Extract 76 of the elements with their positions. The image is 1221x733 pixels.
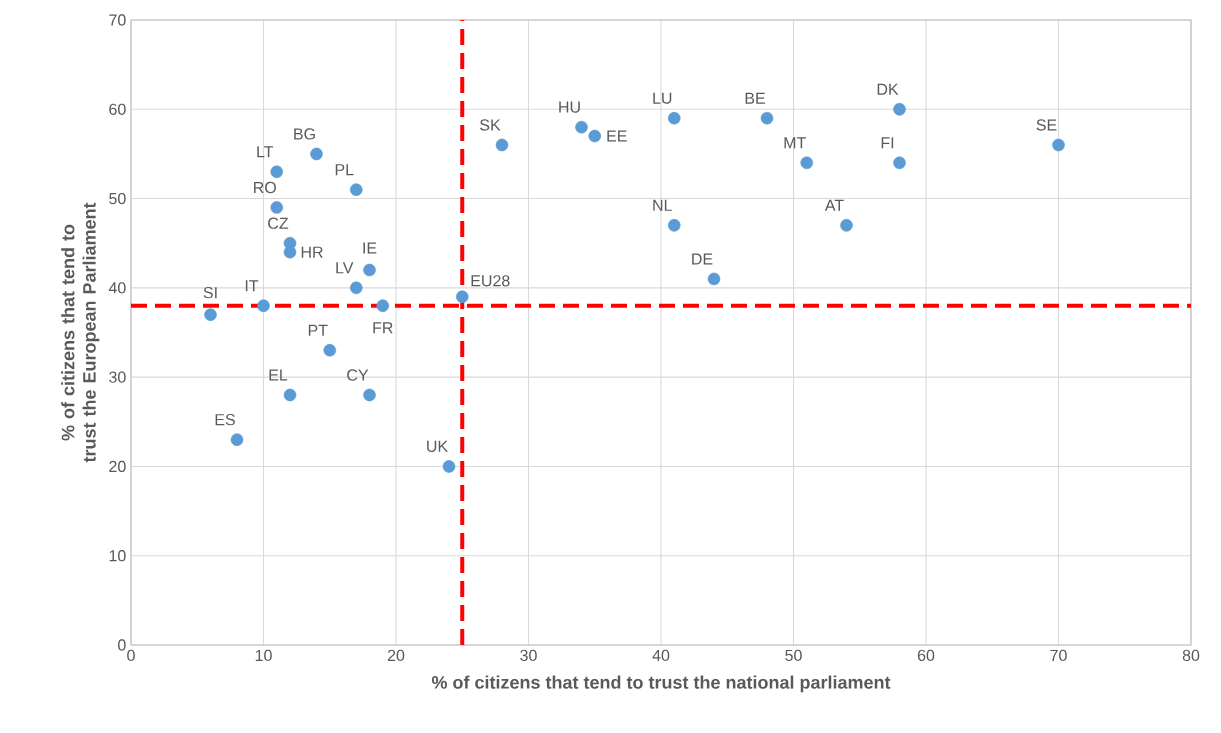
y-tick-label: 40 bbox=[108, 282, 126, 294]
annotation: EE bbox=[607, 130, 627, 142]
point bbox=[230, 433, 244, 446]
point bbox=[667, 219, 681, 232]
annotation: FI bbox=[881, 137, 894, 149]
x-tick-label: 50 bbox=[785, 649, 802, 662]
annotation: UK bbox=[427, 440, 448, 452]
y-tick-label: 10 bbox=[109, 550, 126, 562]
point bbox=[257, 299, 270, 312]
point bbox=[893, 103, 906, 116]
x-axis-title: % of citizens that tend to trust the national parliament bbox=[431, 675, 891, 693]
point bbox=[270, 165, 284, 179]
annotation: ES bbox=[215, 413, 235, 426]
annotation: NL bbox=[653, 199, 672, 211]
point bbox=[204, 308, 217, 321]
x-tick-label: 20 bbox=[387, 649, 405, 662]
y-tick-label: 70 bbox=[109, 14, 126, 26]
annotation: HU bbox=[559, 101, 580, 113]
annotation: BG bbox=[294, 128, 315, 140]
annotation: EU28 bbox=[471, 275, 510, 287]
x-tick-label: 10 bbox=[255, 649, 272, 662]
point bbox=[667, 111, 681, 125]
annotation: IT bbox=[245, 280, 259, 292]
y-tick-label: 20 bbox=[109, 460, 126, 473]
point bbox=[363, 388, 376, 402]
annotation: MT bbox=[784, 137, 806, 149]
annotation: PT bbox=[308, 324, 328, 336]
annotation: SE bbox=[1036, 119, 1057, 131]
annotation: BE bbox=[745, 92, 765, 104]
annotation: LV bbox=[336, 262, 354, 274]
point bbox=[310, 147, 323, 161]
annotation: AT bbox=[824, 199, 844, 211]
annotation: LT bbox=[257, 146, 274, 158]
annotation: IE bbox=[363, 242, 377, 254]
point bbox=[442, 460, 456, 473]
annotation: HR bbox=[301, 246, 323, 258]
x-tick-label: 70 bbox=[1050, 649, 1067, 662]
annotation: SK bbox=[480, 119, 501, 131]
annotation: SI bbox=[203, 286, 217, 299]
point bbox=[840, 219, 853, 232]
annotation: DK bbox=[877, 83, 899, 95]
point bbox=[800, 156, 814, 170]
point bbox=[707, 272, 721, 286]
point bbox=[1052, 138, 1065, 152]
point bbox=[349, 183, 363, 196]
point bbox=[349, 281, 363, 295]
point bbox=[575, 120, 588, 134]
y-tick-label: 30 bbox=[109, 371, 126, 383]
y-tick-label: 60 bbox=[109, 103, 126, 115]
x-tick-label: 60 bbox=[917, 649, 935, 662]
x-tick-label: 40 bbox=[652, 649, 670, 662]
point bbox=[588, 129, 602, 143]
point bbox=[363, 263, 376, 277]
x-tick-label: 0 bbox=[127, 649, 135, 662]
point bbox=[270, 201, 284, 214]
y-tick-label: 0 bbox=[118, 639, 126, 651]
x-tick-label: 80 bbox=[1182, 649, 1200, 662]
annotation: EL bbox=[269, 369, 288, 381]
annotation: CZ bbox=[268, 217, 289, 229]
annotation: FR bbox=[373, 322, 393, 334]
annotation: CY bbox=[347, 369, 369, 381]
point bbox=[455, 290, 469, 304]
point bbox=[323, 344, 337, 357]
annotation: PL bbox=[335, 164, 354, 176]
point bbox=[893, 156, 906, 170]
point bbox=[495, 138, 509, 152]
point bbox=[283, 236, 297, 250]
point bbox=[760, 111, 774, 125]
annotation: DE bbox=[692, 253, 713, 265]
point bbox=[283, 388, 297, 402]
y-tick-label: 50 bbox=[109, 192, 126, 205]
point bbox=[376, 299, 390, 312]
x-tick-label: 30 bbox=[520, 649, 537, 662]
annotation: LU bbox=[653, 92, 672, 104]
annotation: RO bbox=[254, 181, 276, 194]
y-axis-title: % of citizens that tend to trust the European Parliament bbox=[61, 202, 100, 463]
